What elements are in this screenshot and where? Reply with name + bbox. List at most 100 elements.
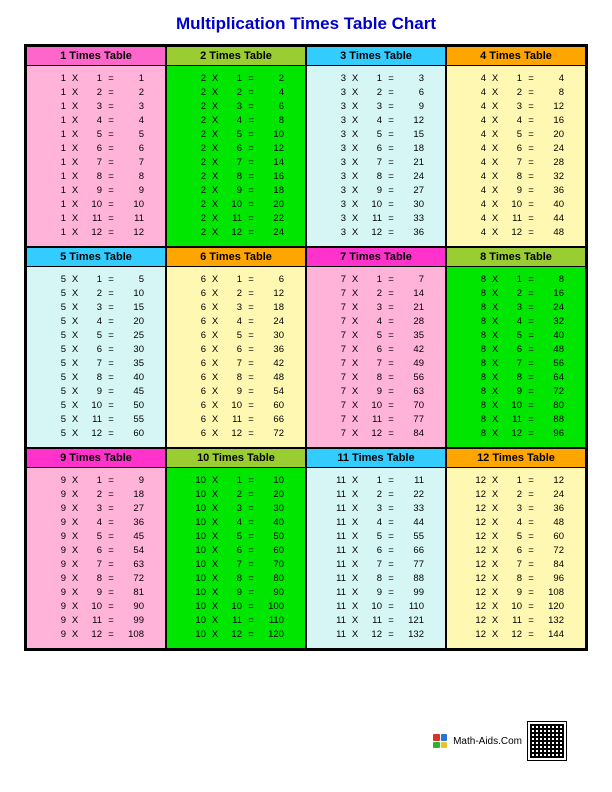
operator: X xyxy=(348,156,362,170)
multiplicand-a: 7 xyxy=(326,329,348,343)
product: 12 xyxy=(258,142,286,156)
multiplicand-a: 9 xyxy=(46,530,68,544)
equals: = xyxy=(524,343,538,357)
operator: X xyxy=(348,226,362,240)
operator: X xyxy=(208,184,222,198)
operator: X xyxy=(68,184,82,198)
multiplicand-a: 10 xyxy=(186,600,208,614)
multiplicand-a: 5 xyxy=(46,287,68,301)
table-row: 9X3=27 xyxy=(31,502,161,516)
product: 60 xyxy=(258,399,286,413)
multiplicand-b: 1 xyxy=(362,273,384,287)
multiplicand-a: 11 xyxy=(326,530,348,544)
table-row: 7X3=21 xyxy=(311,301,441,315)
multiplicand-b: 5 xyxy=(502,128,524,142)
product: 30 xyxy=(258,502,286,516)
product: 24 xyxy=(538,301,566,315)
table-row: 3X4=12 xyxy=(311,114,441,128)
product: 5 xyxy=(118,273,146,287)
multiplicand-b: 12 xyxy=(362,427,384,441)
multiplicand-a: 9 xyxy=(46,474,68,488)
product: 100 xyxy=(258,600,286,614)
table-header: 9 Times Table xyxy=(27,449,165,468)
footer-text: Math-Aids.Com xyxy=(453,736,522,747)
operator: X xyxy=(68,427,82,441)
multiplicand-b: 6 xyxy=(82,343,104,357)
multiplicand-a: 9 xyxy=(46,586,68,600)
multiplicand-a: 1 xyxy=(46,156,68,170)
multiplicand-a: 5 xyxy=(46,329,68,343)
equals: = xyxy=(104,558,118,572)
equals: = xyxy=(244,427,258,441)
multiplicand-a: 6 xyxy=(186,315,208,329)
table-row: 8X1=8 xyxy=(451,273,581,287)
times-table-3: 3 Times Table3X1=33X2=63X3=93X4=123X5=15… xyxy=(306,46,446,247)
equals: = xyxy=(244,142,258,156)
multiplicand-a: 5 xyxy=(46,371,68,385)
multiplicand-a: 4 xyxy=(466,156,488,170)
product: 77 xyxy=(398,558,426,572)
table-row: 1X12=12 xyxy=(31,226,161,240)
multiplicand-b: 8 xyxy=(82,170,104,184)
multiplicand-b: 12 xyxy=(222,226,244,240)
table-row: 12X5=60 xyxy=(451,530,581,544)
equals: = xyxy=(524,315,538,329)
table-body: 2X1=22X2=42X3=62X4=82X5=102X6=122X7=142X… xyxy=(167,66,305,246)
multiplicand-a: 12 xyxy=(466,558,488,572)
multiplicand-b: 1 xyxy=(502,474,524,488)
multiplicand-b: 1 xyxy=(502,273,524,287)
table-row: 12X6=72 xyxy=(451,544,581,558)
multiplicand-a: 8 xyxy=(466,399,488,413)
product: 72 xyxy=(538,385,566,399)
times-table-5: 5 Times Table5X1=55X2=105X3=155X4=205X5=… xyxy=(26,247,166,448)
table-row: 5X12=60 xyxy=(31,427,161,441)
times-table-11: 11 Times Table11X1=1111X2=2211X3=3311X4=… xyxy=(306,448,446,649)
times-table-10: 10 Times Table10X1=1010X2=2010X3=3010X4=… xyxy=(166,448,306,649)
multiplicand-b: 10 xyxy=(502,399,524,413)
multiplicand-b: 8 xyxy=(82,371,104,385)
table-row: 9X12=108 xyxy=(31,628,161,642)
table-row: 8X5=40 xyxy=(451,329,581,343)
multiplicand-b: 12 xyxy=(82,226,104,240)
operator: X xyxy=(488,86,502,100)
multiplicand-a: 2 xyxy=(186,170,208,184)
equals: = xyxy=(524,287,538,301)
multiplicand-b: 11 xyxy=(82,413,104,427)
product: 10 xyxy=(118,198,146,212)
multiplicand-b: 12 xyxy=(222,628,244,642)
multiplicand-a: 3 xyxy=(326,100,348,114)
table-row: 5X2=10 xyxy=(31,287,161,301)
multiplicand-a: 6 xyxy=(186,427,208,441)
operator: X xyxy=(68,114,82,128)
multiplicand-b: 11 xyxy=(82,212,104,226)
table-row: 1X1=1 xyxy=(31,72,161,86)
operator: X xyxy=(208,86,222,100)
multiplicand-a: 7 xyxy=(326,273,348,287)
multiplicand-a: 6 xyxy=(186,301,208,315)
table-row: 12X11=132 xyxy=(451,614,581,628)
product: 35 xyxy=(398,329,426,343)
multiplicand-b: 6 xyxy=(502,544,524,558)
product: 40 xyxy=(118,371,146,385)
multiplicand-a: 6 xyxy=(186,385,208,399)
equals: = xyxy=(524,72,538,86)
table-body: 5X1=55X2=105X3=155X4=205X5=255X6=305X7=3… xyxy=(27,267,165,447)
multiplicand-b: 10 xyxy=(82,198,104,212)
multiplicand-a: 2 xyxy=(186,114,208,128)
product: 20 xyxy=(118,315,146,329)
times-table-7: 7 Times Table7X1=77X2=147X3=217X4=287X5=… xyxy=(306,247,446,448)
product: 54 xyxy=(118,544,146,558)
operator: X xyxy=(348,572,362,586)
operator: X xyxy=(348,371,362,385)
multiplicand-b: 10 xyxy=(222,600,244,614)
table-row: 10X1=10 xyxy=(171,474,301,488)
multiplicand-b: 11 xyxy=(502,212,524,226)
multiplicand-a: 10 xyxy=(186,502,208,516)
equals: = xyxy=(384,544,398,558)
operator: X xyxy=(348,600,362,614)
operator: X xyxy=(348,114,362,128)
multiplicand-b: 9 xyxy=(502,586,524,600)
equals: = xyxy=(524,198,538,212)
multiplicand-a: 9 xyxy=(46,600,68,614)
operator: X xyxy=(488,614,502,628)
